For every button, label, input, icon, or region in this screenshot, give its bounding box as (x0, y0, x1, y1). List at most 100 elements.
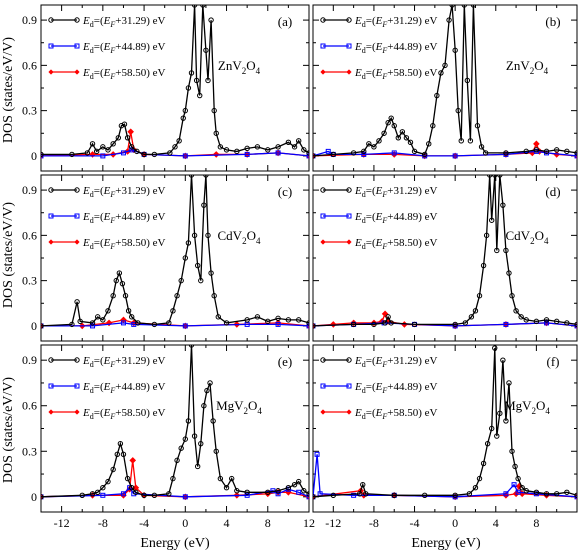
data-point (133, 489, 139, 495)
series-group (41, 5, 309, 160)
y-tick-label: 0.6 (22, 58, 37, 72)
data-point (350, 321, 357, 328)
data-point (360, 481, 366, 488)
data-point (452, 47, 458, 53)
legend-label: Ed=(EF+31.29) eV (354, 185, 437, 199)
data-point (244, 489, 250, 495)
data-point (117, 440, 124, 447)
data-point (391, 123, 397, 129)
plot-frame (312, 174, 578, 342)
y-tick-label: 0.6 (22, 228, 37, 242)
data-point (203, 175, 209, 178)
data-point (41, 151, 44, 158)
data-point (203, 47, 209, 53)
data-point (330, 151, 337, 158)
y-tick-label: 0 (31, 490, 37, 504)
data-point (553, 491, 560, 497)
legend-marker (74, 17, 80, 23)
data-point (182, 494, 188, 500)
x-tick-label: -8 (98, 516, 108, 530)
data-point (185, 85, 192, 91)
data-point (166, 491, 172, 497)
data-point (533, 318, 540, 325)
compound-label: ZnV2O4 (218, 58, 261, 76)
data-point (385, 120, 391, 126)
data-point (306, 323, 309, 329)
data-point (244, 151, 250, 157)
data-point (382, 320, 388, 326)
compound-label: ZnV2O4 (506, 58, 549, 76)
data-point (69, 321, 75, 328)
x-tick-label: 8 (533, 516, 539, 530)
data-point (295, 138, 302, 144)
y-tick-label: 0.3 (22, 274, 37, 288)
x-tick-label: -4 (139, 516, 149, 530)
data-point (79, 492, 85, 498)
data-point (77, 318, 83, 325)
data-point (455, 107, 461, 114)
data-point (194, 262, 201, 269)
data-point (205, 232, 211, 239)
data-point (462, 320, 469, 326)
legend-marker (320, 187, 326, 193)
data-point (285, 485, 292, 491)
data-point (470, 5, 477, 8)
data-point (489, 217, 495, 223)
data-point (371, 321, 377, 328)
data-point (182, 107, 189, 114)
data-point (480, 460, 487, 467)
data-point (120, 451, 127, 458)
data-point (275, 488, 281, 494)
data-point (198, 440, 204, 447)
data-point (113, 277, 119, 284)
data-point (363, 491, 369, 497)
data-point (254, 144, 261, 150)
data-point (350, 150, 357, 156)
data-point (492, 175, 498, 178)
panel-label: (c) (278, 184, 292, 199)
legend: Ed=(EF+31.29) eV Ed=(EF+44.89) eV Ed=(EF+5… (48, 185, 165, 251)
legend-label: Ed=(EF+58.50) eV (82, 407, 165, 421)
data-point (474, 123, 481, 129)
data-point (89, 320, 96, 326)
data-point (120, 150, 126, 156)
data-point (291, 481, 298, 488)
legend-marker (48, 69, 54, 75)
data-point (509, 293, 515, 299)
data-point (301, 488, 307, 494)
data-point (523, 148, 529, 155)
y-tick-label: 0.9 (22, 353, 37, 367)
data-point (361, 148, 367, 155)
data-point (574, 150, 577, 156)
legend-marker (74, 383, 80, 389)
data-point (506, 380, 512, 386)
data-point (134, 148, 140, 155)
data-point (275, 491, 281, 497)
data-point (124, 475, 131, 482)
data-point (306, 150, 309, 156)
data-point (105, 308, 111, 314)
legend-label: Ed=(EF+31.29) eV (82, 15, 165, 29)
data-point (125, 308, 132, 314)
data-point (135, 320, 141, 326)
y-axis-label-bottom: DOS (states/eV/V) (1, 377, 16, 483)
data-point (94, 489, 101, 495)
legend: Ed=(EF+31.29) eV Ed=(EF+44.89) eV Ed=(EF+5… (320, 185, 437, 251)
data-point (129, 314, 135, 320)
data-point (217, 475, 224, 482)
data-point (330, 492, 337, 498)
data-point (484, 440, 491, 447)
data-point (296, 489, 302, 495)
data-point (118, 123, 125, 129)
data-point (74, 299, 80, 305)
data-point (503, 418, 509, 424)
data-point (306, 494, 309, 500)
legend: Ed=(EF+31.29) eV Ed=(EF+44.89) eV Ed=(EF+5… (320, 355, 437, 421)
data-point (468, 314, 475, 320)
data-point (210, 418, 216, 424)
compound-label: MgV2O4 (216, 398, 262, 416)
data-point (523, 317, 529, 323)
data-point (212, 151, 220, 158)
x-axis-label-right: Energy (eV) (411, 536, 481, 551)
data-point (430, 123, 436, 129)
